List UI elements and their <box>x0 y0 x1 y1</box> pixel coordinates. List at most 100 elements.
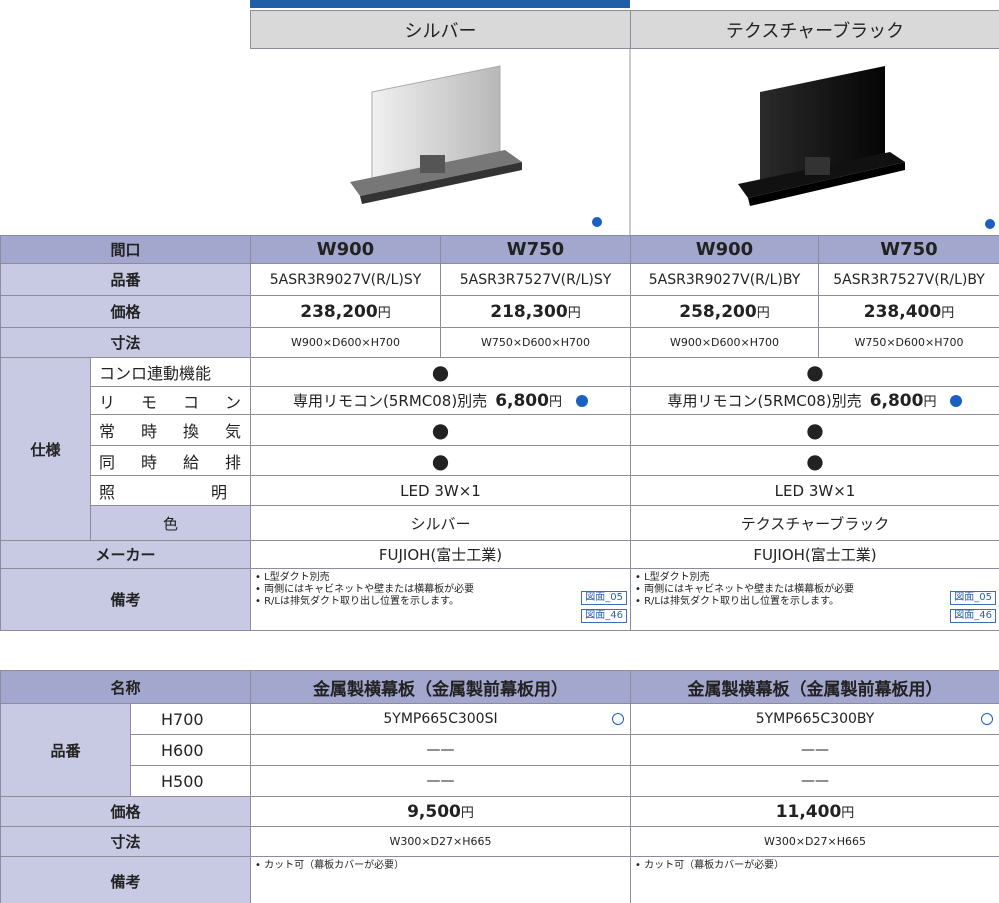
drawing-link[interactable]: 図面_46 <box>581 609 627 623</box>
note-item: • カット可（幕板カバーが必要） <box>635 860 785 871</box>
price-amount: 6,800 <box>869 390 924 411</box>
feature-value: ● <box>250 414 631 446</box>
marker <box>985 219 995 229</box>
price: 11,400 円 <box>630 796 999 827</box>
size-value: W300×D27×H665 <box>250 826 631 857</box>
price-amount: 11,400 <box>775 801 842 822</box>
row-label: 寸法 <box>0 327 251 358</box>
remote: 専用リモコン(5RMC08)別売 6,800 円 <box>250 386 631 415</box>
remote-text: 専用リモコン(5RMC08)別売 <box>293 392 488 410</box>
feature-label: リモコン <box>90 386 251 415</box>
note-item: • カット可（幕板カバーが必要） <box>255 860 405 871</box>
black-hood <box>738 66 905 206</box>
maker: FUJIOH(富士工業) <box>630 540 999 569</box>
note-item: • L型ダクト別売 <box>635 572 710 583</box>
feature-value: ● <box>630 445 999 476</box>
column-header: テクスチャーブラック <box>630 10 999 49</box>
height-label: H500 <box>130 765 251 797</box>
size-value: W750×D600×H700 <box>440 327 631 358</box>
note-item: • L型ダクト別売 <box>255 572 330 583</box>
price-unit: 円 <box>923 395 937 410</box>
feature-value: ● <box>250 445 631 476</box>
price: 238,200 円 <box>250 295 441 328</box>
price: 9,500 円 <box>250 796 631 827</box>
maker: FUJIOH(富士工業) <box>250 540 631 569</box>
column-header: シルバー <box>250 10 631 49</box>
price-amount: 6,800 <box>495 390 549 411</box>
price-amount: 238,200 <box>300 301 378 322</box>
row-label: 仕様 <box>0 357 91 541</box>
panel-name: 金属製横幕板（金属製前幕板用） <box>250 670 631 704</box>
price-amount: 238,400 <box>863 301 942 322</box>
remote: 専用リモコン(5RMC08)別売 6,800 円 <box>630 386 999 415</box>
panel-part: —— <box>630 734 999 766</box>
feature-label: 常時換気 <box>90 414 251 446</box>
price-unit: 円 <box>460 806 474 821</box>
row-label: 名称 <box>0 670 251 704</box>
panel-part: 5YMP665C300BY <box>630 703 999 735</box>
marker <box>575 394 588 407</box>
size-value: W900×D600×H700 <box>250 327 441 358</box>
price: 218,300 円 <box>440 295 631 328</box>
row-label: メーカー <box>0 540 251 569</box>
width-value: W900 <box>630 235 819 264</box>
width-value: W750 <box>818 235 999 264</box>
feature-value: ● <box>250 357 631 387</box>
panel-part: —— <box>250 734 631 766</box>
row-label: 間口 <box>0 235 251 264</box>
feature-label: 照明 <box>90 475 251 506</box>
price-unit: 円 <box>377 306 391 321</box>
price-unit: 円 <box>756 306 770 321</box>
price-amount: 218,300 <box>490 301 568 322</box>
feature-value: シルバー <box>250 505 631 541</box>
height-label: H600 <box>130 734 251 766</box>
price-unit: 円 <box>548 395 562 410</box>
panel-name: 金属製横幕板（金属製前幕板用） <box>630 670 999 704</box>
panel-part: 5YMP665C300SI <box>250 703 631 735</box>
marker <box>950 394 963 407</box>
note-item: • 両側にはキャビネットや壁または横幕板が必要 <box>255 584 475 595</box>
part-number: 5ASR3R7527V(R/L)BY <box>818 263 999 296</box>
price: 258,200 円 <box>630 295 819 328</box>
notes: • L型ダクト別売 • 両側にはキャビネットや壁または横幕板が必要 • R/Lは排気… <box>630 568 999 631</box>
part-number: 5ASR3R9027V(R/L)SY <box>250 263 441 296</box>
row-label: 品番 <box>0 263 251 296</box>
row-label: 品番 <box>0 703 131 797</box>
remote-text: 専用リモコン(5RMC08)別売 <box>667 392 862 410</box>
feature-value: テクスチャーブラック <box>630 505 999 541</box>
marker <box>592 217 602 227</box>
top-bar <box>250 0 630 8</box>
silver-hood <box>350 65 522 204</box>
feature-value: LED 3W×1 <box>250 475 631 506</box>
price-amount: 9,500 <box>407 801 461 822</box>
price-unit: 円 <box>941 306 955 321</box>
note-item: • R/Lは排気ダクト取り出し位置を示します。 <box>635 596 839 607</box>
width-value: W900 <box>250 235 441 264</box>
drawing-link[interactable]: 図面_05 <box>581 591 627 605</box>
notes: • カット可（幕板カバーが必要） <box>250 856 631 903</box>
notes: • L型ダクト別売 • 両側にはキャビネットや壁または横幕板が必要 • R/Lは排気… <box>250 568 631 631</box>
row-label: 価格 <box>0 796 251 827</box>
size-value: W750×D600×H700 <box>818 327 999 358</box>
feature-label: コンロ連動機能 <box>90 357 251 387</box>
feature-label: 同時給排 <box>90 445 251 476</box>
height-label: H700 <box>130 703 251 735</box>
drawing-link[interactable]: 図面_46 <box>950 609 996 623</box>
feature-label: 色 <box>90 505 251 541</box>
row-label: 備考 <box>0 856 251 903</box>
note-item: • R/Lは排気ダクト取り出し位置を示します。 <box>255 596 459 607</box>
product-images <box>250 0 995 235</box>
note-item: • 両側にはキャビネットや壁または横幕板が必要 <box>635 584 855 595</box>
drawing-link[interactable]: 図面_05 <box>950 591 996 605</box>
feature-value: ● <box>630 357 999 387</box>
feature-value: ● <box>630 414 999 446</box>
price-unit: 円 <box>841 806 855 821</box>
marker <box>981 713 993 725</box>
part-number: 5ASR3R7527V(R/L)SY <box>440 263 631 296</box>
price: 238,400 円 <box>818 295 999 328</box>
row-label: 寸法 <box>0 826 251 857</box>
panel-part: —— <box>630 765 999 797</box>
panel-part: —— <box>250 765 631 797</box>
notes: • カット可（幕板カバーが必要） <box>630 856 999 903</box>
